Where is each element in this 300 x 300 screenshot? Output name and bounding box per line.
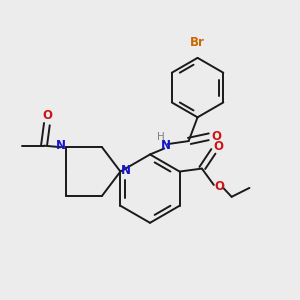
Text: O: O xyxy=(42,110,52,122)
Text: O: O xyxy=(213,140,223,153)
Text: Br: Br xyxy=(190,36,205,49)
Text: H: H xyxy=(157,132,164,142)
Text: N: N xyxy=(121,164,131,177)
Text: N: N xyxy=(161,139,171,152)
Text: O: O xyxy=(212,130,222,143)
Text: O: O xyxy=(214,180,224,193)
Text: N: N xyxy=(56,139,66,152)
